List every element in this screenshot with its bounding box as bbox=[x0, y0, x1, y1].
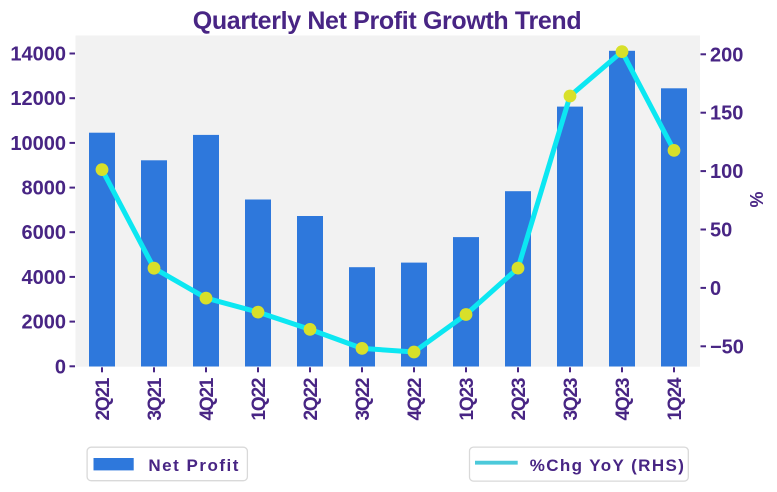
svg-text:150: 150 bbox=[710, 103, 743, 125]
svg-text:14000: 14000 bbox=[10, 44, 66, 66]
svg-text:100: 100 bbox=[710, 161, 743, 183]
svg-text:Quarterly Net Profit Growth Tr: Quarterly Net Profit Growth Trend bbox=[193, 7, 582, 35]
svg-text:3Q22: 3Q22 bbox=[353, 378, 374, 420]
svg-text:2Q21: 2Q21 bbox=[93, 377, 114, 420]
svg-text:2Q23: 2Q23 bbox=[509, 378, 530, 420]
svg-text:4Q21: 4Q21 bbox=[197, 377, 218, 420]
svg-text:%: % bbox=[747, 191, 767, 207]
svg-text:1Q23: 1Q23 bbox=[457, 378, 478, 420]
svg-text:2Q22: 2Q22 bbox=[301, 378, 322, 420]
svg-text:12000: 12000 bbox=[10, 88, 66, 110]
svg-text:10000: 10000 bbox=[10, 133, 66, 155]
svg-text:−50: −50 bbox=[710, 336, 744, 358]
svg-text:%Chg YoY (RHS): %Chg YoY (RHS) bbox=[530, 456, 686, 475]
svg-text:4000: 4000 bbox=[22, 267, 67, 289]
svg-text:6000: 6000 bbox=[22, 222, 67, 244]
svg-text:50: 50 bbox=[710, 220, 732, 242]
svg-text:Net Profit: Net Profit bbox=[148, 456, 240, 475]
svg-text:200: 200 bbox=[710, 44, 743, 66]
svg-text:0: 0 bbox=[710, 278, 721, 300]
svg-text:3Q21: 3Q21 bbox=[145, 377, 166, 420]
svg-text:0: 0 bbox=[55, 356, 66, 378]
svg-text:1Q22: 1Q22 bbox=[249, 378, 270, 420]
svg-text:3Q23: 3Q23 bbox=[561, 378, 582, 420]
svg-text:4Q22: 4Q22 bbox=[405, 378, 426, 420]
svg-text:2000: 2000 bbox=[22, 312, 67, 334]
svg-text:1Q24: 1Q24 bbox=[665, 377, 686, 420]
svg-text:4Q23: 4Q23 bbox=[613, 378, 634, 420]
svg-text:8000: 8000 bbox=[22, 178, 67, 200]
